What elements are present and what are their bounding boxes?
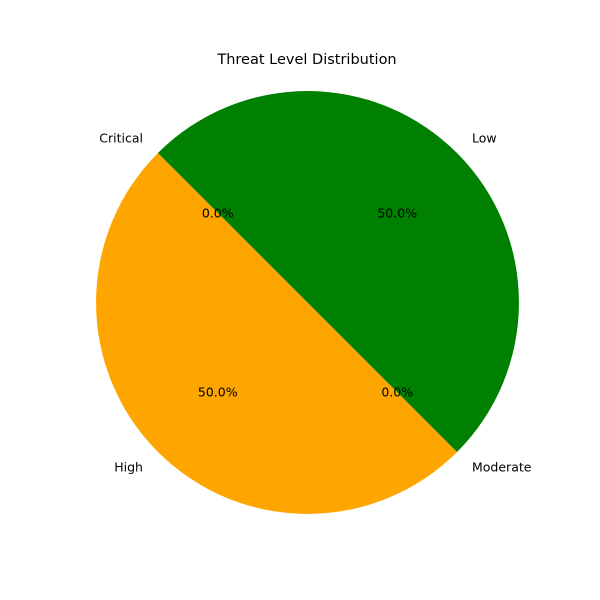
pct-label-moderate: 0.0% [381,385,413,400]
chart-title: Threat Level Distribution [216,52,396,68]
pie-slices [96,91,519,514]
pct-label-high: 50.0% [198,385,238,400]
slice-label-high: High [114,460,143,475]
slice-label-critical: Critical [99,130,143,145]
pct-label-critical: 0.0% [202,205,234,220]
slice-label-low: Low [472,130,497,145]
pie-slice-high [96,152,458,514]
pct-label-low: 50.0% [377,205,417,220]
slice-label-moderate: Moderate [472,460,532,475]
pie-slice-low [157,91,519,453]
pie-labels: Critical 0.0% High 50.0% Moderate 0.0% Low 50.0… [99,130,532,474]
